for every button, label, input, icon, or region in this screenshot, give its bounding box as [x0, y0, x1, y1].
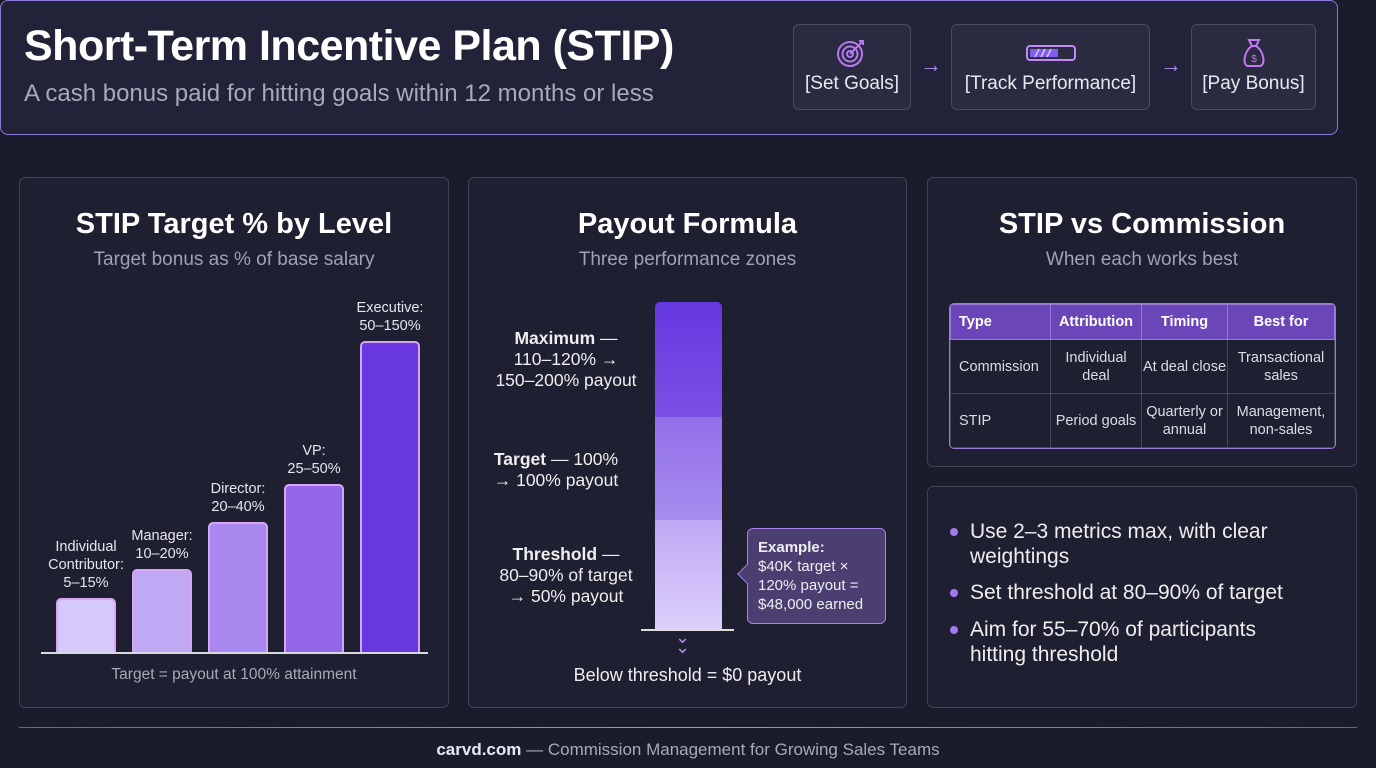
- column-header: Attribution: [1050, 304, 1142, 340]
- zone-threshold: [655, 520, 722, 630]
- callout-pointer: [737, 564, 757, 584]
- arrow-icon: →: [1160, 52, 1182, 77]
- header-banner: Short-Term Incentive Plan (STIP) A cash …: [0, 0, 1338, 135]
- levels-footnote: Target = payout at 100% attainment: [111, 666, 357, 683]
- arrow-icon: →: [920, 52, 942, 77]
- comparison-table: Type Attribution Timing Best for Commiss…: [949, 303, 1336, 449]
- page-title: Short-Term Incentive Plan (STIP): [24, 22, 674, 70]
- tips-panel: Use 2–3 metrics max, with clear weightin…: [927, 486, 1357, 708]
- svg-text:$: $: [1251, 54, 1257, 65]
- step-pay-bonus: $ [Pay Bonus]: [1191, 24, 1316, 110]
- table-row: STIP Period goals Quarterly or annual Manag…: [950, 393, 1335, 448]
- formula-subtitle: Three performance zones: [578, 249, 797, 270]
- tip-item: Aim for 55–70% of participants hitting t…: [948, 617, 1288, 667]
- bar-label: Manager: 10–20%: [131, 528, 193, 562]
- zone-label-target: Target — 100% → 100% payout: [493, 449, 619, 490]
- levels-panel: STIP Target % by Level Target bonus as %…: [19, 177, 449, 708]
- example-line: $40K target ×: [758, 558, 849, 575]
- bar-label: Director: 20–40%: [210, 481, 266, 515]
- bar-individual-contributor: [56, 598, 116, 652]
- zone-label-maximum: Maximum —110–120% → 150–200% payout: [495, 328, 637, 390]
- formula-panel: Payout Formula Three performance zones M…: [468, 177, 907, 708]
- compare-title: STIP vs Commission: [998, 208, 1286, 240]
- table-row: Commission Individual deal At deal close Tr…: [950, 339, 1335, 394]
- formula-title: Payout Formula: [577, 208, 798, 240]
- column-header: Timing: [1141, 304, 1228, 340]
- bar-label: Individual Contributor: 5–15%: [48, 539, 124, 591]
- money-bag-icon: $: [1243, 39, 1264, 67]
- bar-label: Executive: 50–150%: [356, 300, 424, 334]
- bar-executive: [360, 341, 420, 652]
- table-cell: Management, non-sales: [1227, 393, 1335, 448]
- table-cell: Period goals: [1050, 393, 1142, 448]
- table-header-row: Type Attribution Timing Best for: [950, 304, 1335, 340]
- chart-baseline: [41, 652, 428, 654]
- compare-panel: STIP vs Commission When each works best …: [927, 177, 1357, 467]
- column-header: Type: [950, 304, 1051, 340]
- compare-subtitle: When each works best: [1045, 249, 1239, 270]
- table-cell: Quarterly or annual: [1141, 393, 1228, 448]
- step-set-goals: [Set Goals]: [793, 24, 911, 110]
- footer-brand: carvd.com: [436, 740, 522, 759]
- step-label: [Pay Bonus]: [1202, 73, 1305, 94]
- tip-item: Use 2–3 metrics max, with clear weightin…: [948, 519, 1288, 569]
- below-threshold-note: Below threshold = $0 payout: [573, 665, 802, 685]
- table-cell: Commission: [950, 339, 1051, 394]
- table-cell: Individual deal: [1050, 339, 1142, 394]
- step-label: [Set Goals]: [805, 73, 899, 94]
- payout-zone-bar: [655, 302, 722, 630]
- example-callout: Example: $40K target × 120% payout = $48…: [737, 528, 886, 624]
- bar-director: [208, 522, 268, 652]
- example-line: 120% payout =: [758, 577, 859, 594]
- target-icon: [837, 40, 864, 67]
- levels-subtitle: Target bonus as % of base salary: [93, 249, 375, 270]
- progress-bar-icon: [1025, 45, 1076, 61]
- example-title: Example:: [758, 539, 825, 556]
- bar-vp: [284, 484, 344, 652]
- step-track-performance: [Track Performance]: [951, 24, 1150, 110]
- footer: carvd.com — Commission Management for Gr…: [0, 740, 1376, 760]
- column-header: Best for: [1227, 304, 1335, 340]
- step-label: [Track Performance]: [964, 73, 1137, 94]
- table-cell: Transactional sales: [1227, 339, 1335, 394]
- page-subtitle: A cash bonus paid for hitting goals with…: [24, 80, 654, 107]
- footer-tagline: — Commission Management for Growing Sale…: [521, 740, 940, 759]
- zone-target: [655, 417, 722, 520]
- footer-divider: [19, 727, 1357, 728]
- chevron-down-icon: ⌄ ⌄: [675, 627, 691, 657]
- levels-title: STIP Target % by Level: [75, 208, 393, 240]
- zone-baseline: [641, 629, 734, 631]
- bar-manager: [132, 569, 192, 652]
- table-cell: STIP: [950, 393, 1051, 448]
- tip-item: Set threshold at 80–90% of target: [948, 580, 1288, 605]
- zone-maximum: [655, 302, 722, 417]
- example-line: $48,000 earned: [758, 596, 864, 613]
- bar-label: VP: 25–50%: [287, 443, 341, 477]
- table-cell: At deal close: [1141, 339, 1228, 394]
- zone-label-threshold: Threshold —80–90% of target → 50% payout: [499, 544, 633, 606]
